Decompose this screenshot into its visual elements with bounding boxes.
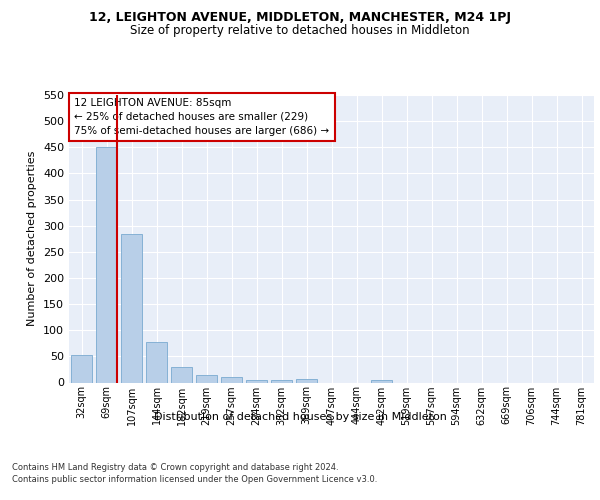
Bar (121, 234, 142, 382)
Bar (71, 355, 92, 382)
Bar (96, 147, 117, 382)
Bar (371, 380, 392, 382)
Bar (146, 342, 167, 382)
Text: 12, LEIGHTON AVENUE, MIDDLETON, MANCHESTER, M24 1PJ: 12, LEIGHTON AVENUE, MIDDLETON, MANCHEST… (89, 11, 511, 24)
Bar (246, 380, 267, 382)
Y-axis label: Number of detached properties: Number of detached properties (28, 151, 37, 326)
Bar (296, 380, 317, 382)
Bar (171, 367, 192, 382)
Bar (196, 374, 217, 382)
Bar (221, 377, 242, 382)
Text: Distribution of detached houses by size in Middleton: Distribution of detached houses by size … (154, 412, 446, 422)
Bar (271, 380, 292, 382)
Text: Contains HM Land Registry data © Crown copyright and database right 2024.: Contains HM Land Registry data © Crown c… (12, 462, 338, 471)
Text: Contains public sector information licensed under the Open Government Licence v3: Contains public sector information licen… (12, 475, 377, 484)
Text: 12 LEIGHTON AVENUE: 85sqm
← 25% of detached houses are smaller (229)
75% of semi: 12 LEIGHTON AVENUE: 85sqm ← 25% of detac… (74, 98, 329, 136)
Text: Size of property relative to detached houses in Middleton: Size of property relative to detached ho… (130, 24, 470, 37)
